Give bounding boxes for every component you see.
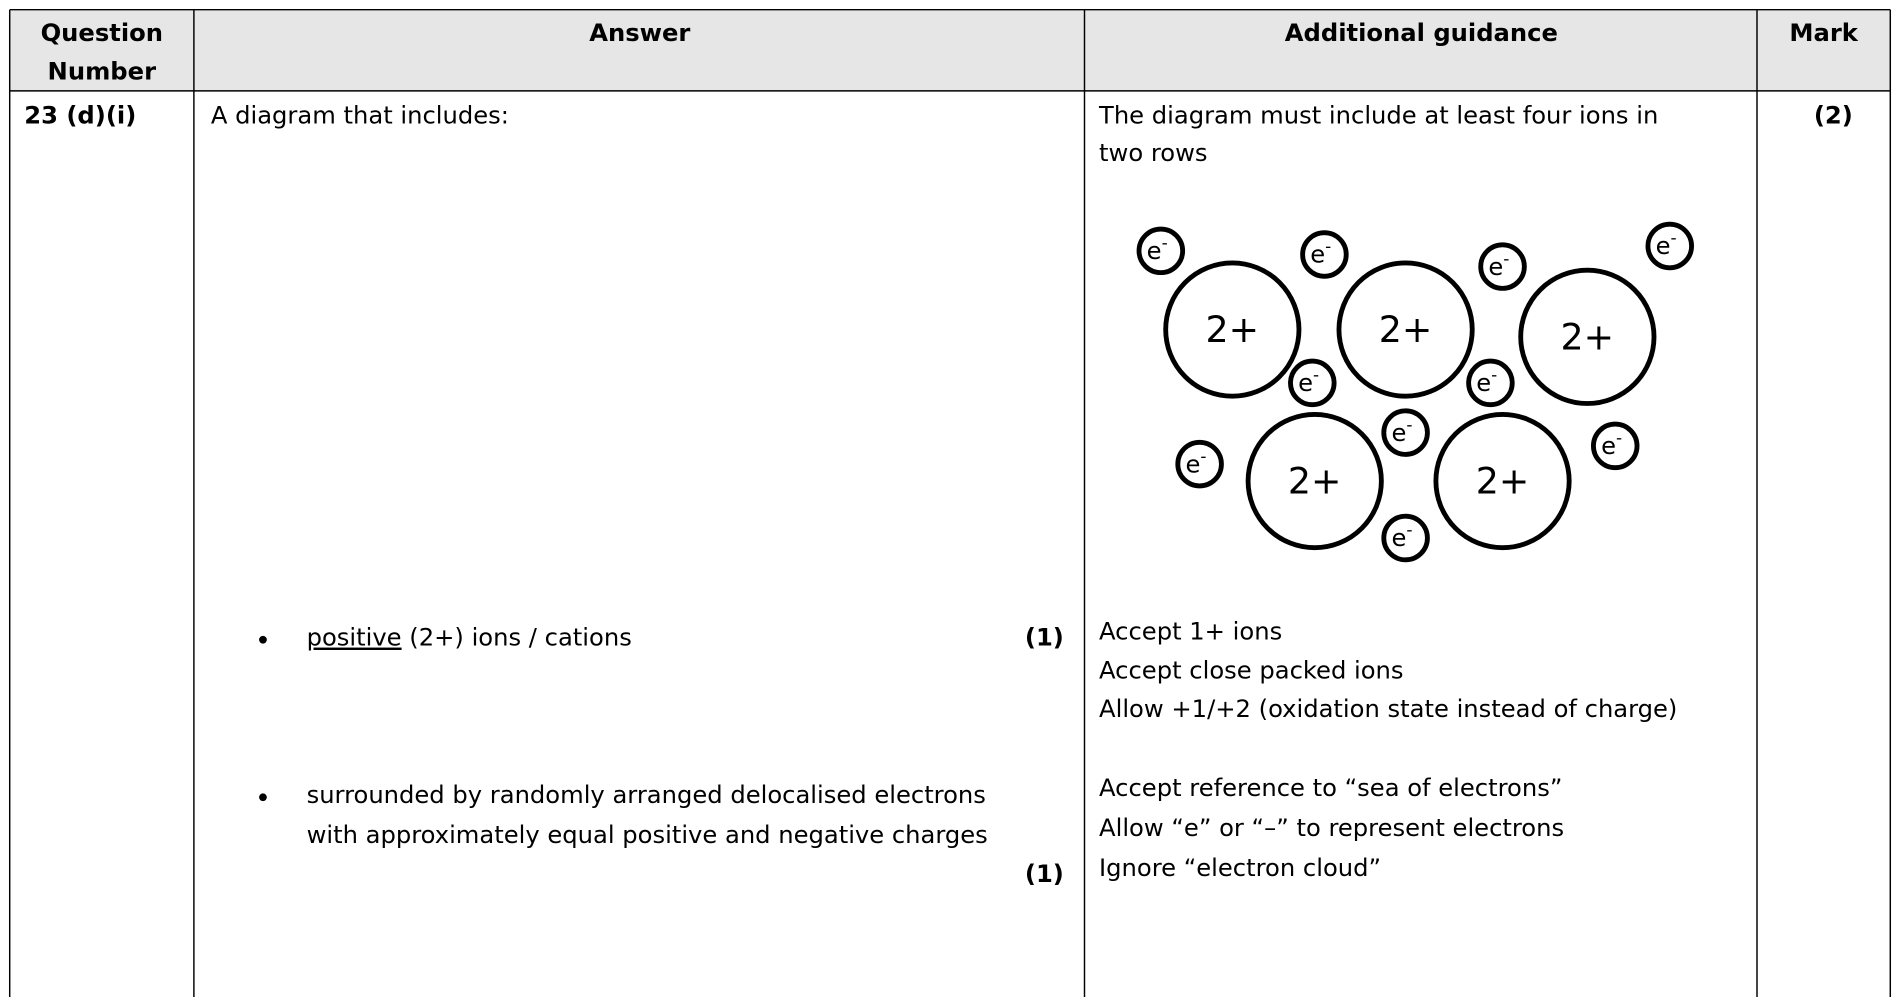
electron-label: e- xyxy=(1601,428,1622,460)
electron xyxy=(1466,358,1515,408)
electron-charge: - xyxy=(1406,520,1412,540)
header-question-number: Number xyxy=(48,58,157,86)
electron-symbol: e xyxy=(1391,419,1406,447)
ion-label: 2+ xyxy=(1288,459,1342,502)
electron xyxy=(1478,242,1527,291)
question-number: 23 (d)(i) xyxy=(24,101,136,129)
guidance-line: Allow +1/+2 (oxidation state instead of … xyxy=(1099,695,1677,723)
electron-charge: - xyxy=(1313,365,1319,385)
electron xyxy=(1645,221,1694,271)
ion xyxy=(1518,267,1657,406)
electron-symbol: e xyxy=(1185,450,1200,478)
answer-intro: A diagram that includes: xyxy=(211,101,509,129)
answer-point: positive (2+) ions / cations xyxy=(307,624,632,652)
electron xyxy=(1590,421,1640,471)
electron xyxy=(1381,513,1430,563)
ion-label: 2+ xyxy=(1476,459,1530,502)
ion xyxy=(1245,411,1384,551)
underlined-word: positive xyxy=(307,624,402,652)
guidance-line: Allow “e” or “–” to represent electrons xyxy=(1099,814,1564,842)
electron-symbol: e xyxy=(1488,253,1503,281)
electron-charge: - xyxy=(1406,414,1412,434)
electron-label: e- xyxy=(1391,414,1412,446)
electron-symbol: e xyxy=(1147,237,1162,265)
ion xyxy=(1163,260,1302,399)
electron-symbol: e xyxy=(1391,524,1406,552)
ion-label: 2+ xyxy=(1206,308,1260,351)
ion-label: 2+ xyxy=(1561,315,1615,358)
electron-charge: - xyxy=(1325,236,1331,256)
answer-text: (2+) ions / cations xyxy=(402,624,632,652)
header-mark: Mark xyxy=(1789,19,1858,47)
electron-label: e- xyxy=(1310,236,1331,268)
electron-symbol: e xyxy=(1298,369,1313,397)
electron xyxy=(1300,230,1349,279)
electron-label: e- xyxy=(1656,228,1677,260)
header-background xyxy=(9,9,1891,91)
bullet xyxy=(259,793,267,802)
electron xyxy=(1136,226,1186,276)
guidance-line: Ignore “electron cloud” xyxy=(1099,854,1381,882)
electron-charge: - xyxy=(1162,233,1168,253)
guidance-line: two rows xyxy=(1099,139,1207,167)
electron-charge: - xyxy=(1671,228,1677,248)
electron-label: e- xyxy=(1147,233,1168,265)
ion xyxy=(1433,411,1572,551)
point-mark: (1) xyxy=(1025,624,1064,652)
answer-point-line: surrounded by randomly arranged delocali… xyxy=(307,781,986,809)
electron xyxy=(1175,439,1224,489)
guidance-line: Accept close packed ions xyxy=(1099,656,1404,684)
electron-charge: - xyxy=(1503,248,1509,268)
bullet xyxy=(259,635,267,644)
electron xyxy=(1288,358,1337,408)
electron-symbol: e xyxy=(1476,369,1491,397)
electron-label: e- xyxy=(1185,446,1206,478)
ion-label: 2+ xyxy=(1379,308,1433,351)
electron-label: e- xyxy=(1488,248,1509,280)
electron-label: e- xyxy=(1298,365,1319,397)
point-mark: (1) xyxy=(1025,860,1064,888)
answer-point-line: with approximately equal positive and ne… xyxy=(307,821,988,849)
guidance-line: Accept reference to “sea of electrons” xyxy=(1099,774,1562,802)
electron-charge: - xyxy=(1616,428,1622,448)
header-answer: Answer xyxy=(589,19,690,47)
electron xyxy=(1381,408,1430,457)
electron-charge: - xyxy=(1200,446,1206,466)
header-question-number: Question xyxy=(41,19,163,47)
electron-label: e- xyxy=(1391,520,1412,552)
electron-symbol: e xyxy=(1310,241,1325,269)
guidance-line: The diagram must include at least four i… xyxy=(1098,101,1658,129)
electron-symbol: e xyxy=(1601,432,1616,460)
total-mark: (2) xyxy=(1814,101,1853,129)
electron-label: e- xyxy=(1476,365,1497,397)
guidance-line: Accept 1+ ions xyxy=(1099,618,1282,646)
header-guidance: Additional guidance xyxy=(1285,19,1558,47)
electron-charge: - xyxy=(1491,365,1497,385)
ion xyxy=(1336,260,1475,399)
electron-symbol: e xyxy=(1656,232,1671,260)
